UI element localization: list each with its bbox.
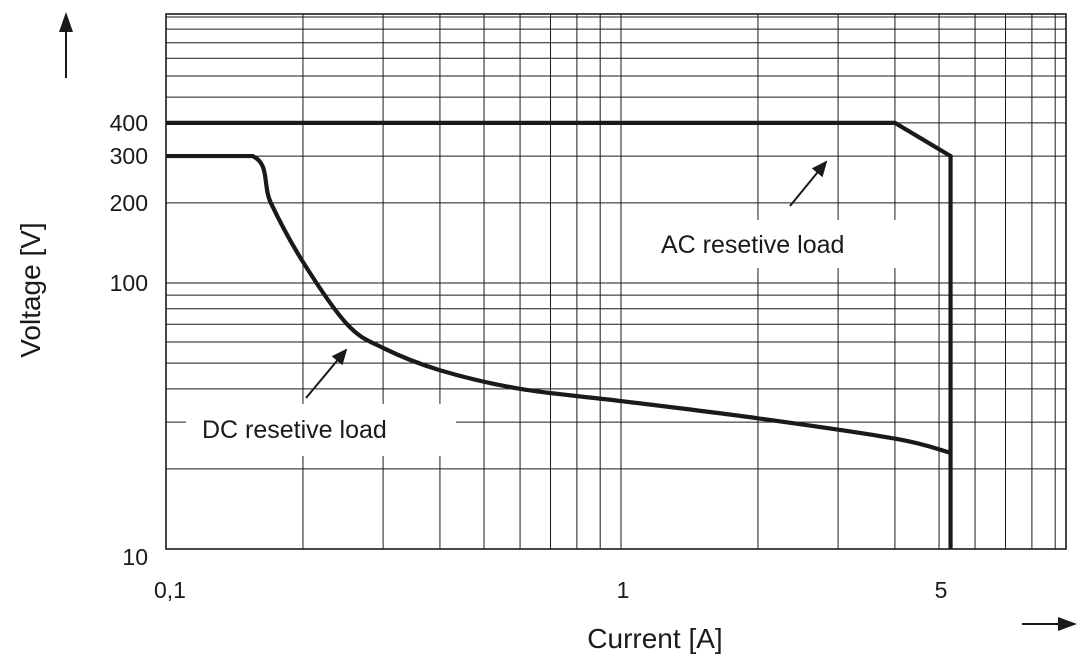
annotation-dc-label: DC resetive load (202, 416, 387, 444)
x-tick-label: 5 (935, 577, 948, 603)
tick-labels: 0,1 1 5 10 100 200 300 400 (110, 110, 948, 603)
plot-frame (165, 13, 1067, 550)
annotation-ac-background (648, 220, 904, 268)
y-tick-label: 400 (110, 110, 148, 136)
annotation-ac-label: AC resetive load (661, 231, 844, 259)
annotation-dc-arrow (305, 348, 348, 399)
annotation-ac: AC resetive load (648, 160, 904, 268)
annotation-dc: DC resetive load (186, 348, 456, 456)
y-axis-title: Voltage [V] (15, 222, 46, 357)
y-tick-label: 100 (110, 270, 148, 296)
x-tick-label: 1 (617, 577, 630, 603)
y-axis-arrow-icon (59, 12, 73, 78)
grid (165, 13, 1067, 550)
y-tick-label: 10 (122, 544, 148, 570)
series-line-ac (166, 120, 953, 549)
y-tick-label: 300 (110, 143, 148, 169)
x-axis-title: Current [A] (587, 623, 722, 654)
x-axis-arrow-icon (1022, 617, 1077, 631)
series-layer (166, 120, 953, 549)
annotation-dc-background (186, 404, 456, 456)
series-line-dc (166, 153, 952, 455)
x-tick-label: 0,1 (154, 577, 186, 603)
annotation-ac-arrow (789, 160, 828, 207)
y-tick-label: 200 (110, 190, 148, 216)
